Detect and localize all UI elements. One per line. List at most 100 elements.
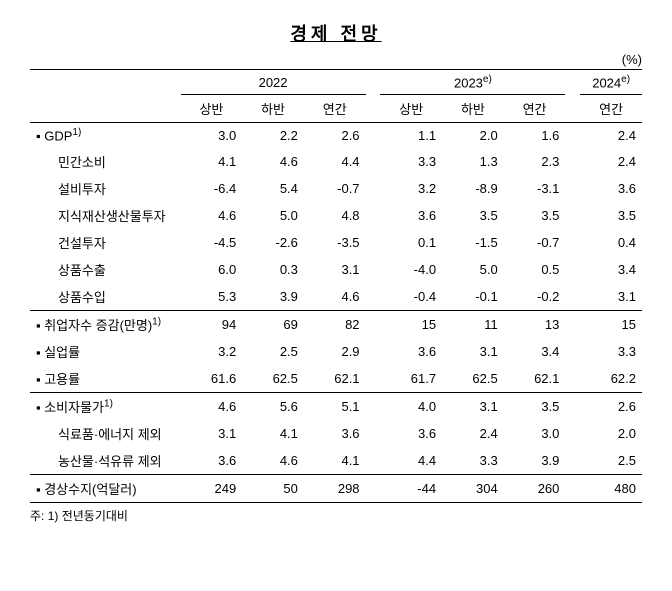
cell-value: -0.4 xyxy=(380,283,442,311)
table-row: 상품수출6.00.33.1-4.05.00.53.4 xyxy=(30,256,642,283)
row-label: 건설투자 xyxy=(30,229,181,256)
cell-value: -8.9 xyxy=(442,175,504,202)
cell-value: 1.3 xyxy=(442,148,504,175)
cell-value: 3.2 xyxy=(181,338,243,365)
cell-value: 0.3 xyxy=(242,256,304,283)
page-title: 경제 전망 xyxy=(30,20,642,46)
cell-value: 2.2 xyxy=(242,123,304,148)
cell-value: -0.1 xyxy=(442,283,504,311)
cell-value: 2.4 xyxy=(442,420,504,447)
cell-value: 4.6 xyxy=(242,447,304,475)
col-h1-2023: 상반 xyxy=(380,95,442,123)
table-row: 상품수입5.33.94.6 -0.4-0.1-0.2 3.1 xyxy=(30,283,642,311)
cell-value: 480 xyxy=(580,474,642,502)
cell-value: -4.5 xyxy=(181,229,243,256)
cell-value: 5.3 xyxy=(181,283,243,311)
cell-value: 69 xyxy=(242,310,304,338)
cell-value: 3.5 xyxy=(504,392,566,420)
cell-value: 3.9 xyxy=(504,447,566,475)
footnote: 주: 1) 전년동기대비 xyxy=(30,507,642,524)
cell-value: 3.6 xyxy=(380,420,442,447)
cell-value: 3.6 xyxy=(380,202,442,229)
cell-value: 4.0 xyxy=(380,392,442,420)
cell-value: 15 xyxy=(580,310,642,338)
col-annual-2022: 연간 xyxy=(304,95,366,123)
row-label: ▪ 경상수지(억달러) xyxy=(30,474,181,502)
table-row: 지식재산생산물투자4.65.04.83.63.53.53.5 xyxy=(30,202,642,229)
cell-value: 3.5 xyxy=(504,202,566,229)
row-label: 지식재산생산물투자 xyxy=(30,202,181,229)
cell-value: 3.1 xyxy=(442,392,504,420)
cell-value: 3.1 xyxy=(580,283,642,311)
cell-value: 3.4 xyxy=(504,338,566,365)
cell-value: 94 xyxy=(181,310,243,338)
cell-value: 61.6 xyxy=(181,365,243,393)
col-group-2023: 2023e) xyxy=(380,70,565,95)
cell-value: 2.3 xyxy=(504,148,566,175)
table-row: ▪ 경상수지(억달러)24950298-44304260480 xyxy=(30,474,642,502)
cell-value: 3.6 xyxy=(380,338,442,365)
cell-value: 1.1 xyxy=(380,123,442,148)
cell-value: 4.6 xyxy=(304,283,366,311)
cell-value: 3.1 xyxy=(442,338,504,365)
row-label: 상품수입 xyxy=(30,283,181,311)
cell-value: 3.3 xyxy=(380,148,442,175)
cell-value: 3.2 xyxy=(380,175,442,202)
cell-value: 62.5 xyxy=(442,365,504,393)
cell-value: 62.5 xyxy=(242,365,304,393)
cell-value: 4.1 xyxy=(304,447,366,475)
table-row: ▪ GDP1)3.02.22.61.12.01.62.4 xyxy=(30,123,642,148)
cell-value: 5.0 xyxy=(442,256,504,283)
cell-value: 62.1 xyxy=(504,365,566,393)
cell-value: 3.3 xyxy=(442,447,504,475)
row-label: 농산물·석유류 제외 xyxy=(30,447,181,475)
cell-value: 1.6 xyxy=(504,123,566,148)
cell-value: 3.1 xyxy=(181,420,243,447)
cell-value: -6.4 xyxy=(181,175,243,202)
cell-value: -3.1 xyxy=(504,175,566,202)
row-label: 식료품·에너지 제외 xyxy=(30,420,181,447)
cell-value: 4.6 xyxy=(242,148,304,175)
table-row: 식료품·에너지 제외3.14.13.63.62.43.02.0 xyxy=(30,420,642,447)
cell-value: 2.5 xyxy=(242,338,304,365)
cell-value: 3.3 xyxy=(580,338,642,365)
cell-value: 2.6 xyxy=(304,123,366,148)
cell-value: 3.5 xyxy=(442,202,504,229)
row-label: ▪ 취업자수 증감(만명)1) xyxy=(30,310,181,338)
cell-value: 3.1 xyxy=(304,256,366,283)
cell-value: 62.2 xyxy=(580,365,642,393)
forecast-table: 2022 2023e) 2024e) 상반 하반 연간 상반 하반 연간 연간 … xyxy=(30,69,642,503)
cell-value: 2.5 xyxy=(580,447,642,475)
cell-value: 61.7 xyxy=(380,365,442,393)
row-label: 설비투자 xyxy=(30,175,181,202)
cell-value: 2.0 xyxy=(580,420,642,447)
row-label: 민간소비 xyxy=(30,148,181,175)
cell-value: -3.5 xyxy=(304,229,366,256)
cell-value: 3.0 xyxy=(504,420,566,447)
cell-value: 62.1 xyxy=(304,365,366,393)
row-label: ▪ 고용률 xyxy=(30,365,181,393)
col-group-2022: 2022 xyxy=(181,70,366,95)
cell-value: 2.9 xyxy=(304,338,366,365)
cell-value: 3.0 xyxy=(181,123,243,148)
cell-value: 5.6 xyxy=(242,392,304,420)
cell-value: -44 xyxy=(380,474,442,502)
cell-value: 0.4 xyxy=(580,229,642,256)
cell-value: 15 xyxy=(380,310,442,338)
cell-value: 0.1 xyxy=(380,229,442,256)
cell-value: 3.9 xyxy=(242,283,304,311)
cell-value: 2.4 xyxy=(580,123,642,148)
cell-value: 4.1 xyxy=(181,148,243,175)
table-row: ▪ 실업률3.22.52.93.63.13.43.3 xyxy=(30,338,642,365)
cell-value: 3.6 xyxy=(304,420,366,447)
cell-value: 260 xyxy=(504,474,566,502)
cell-value: 304 xyxy=(442,474,504,502)
col-annual-2024: 연간 xyxy=(580,95,642,123)
cell-value: -0.2 xyxy=(504,283,566,311)
row-label: 상품수출 xyxy=(30,256,181,283)
cell-value: -0.7 xyxy=(504,229,566,256)
table-row: 건설투자-4.5-2.6-3.50.1-1.5-0.70.4 xyxy=(30,229,642,256)
col-h2-2022: 하반 xyxy=(242,95,304,123)
cell-value: 3.5 xyxy=(580,202,642,229)
table-row: 민간소비4.14.64.43.31.32.32.4 xyxy=(30,148,642,175)
